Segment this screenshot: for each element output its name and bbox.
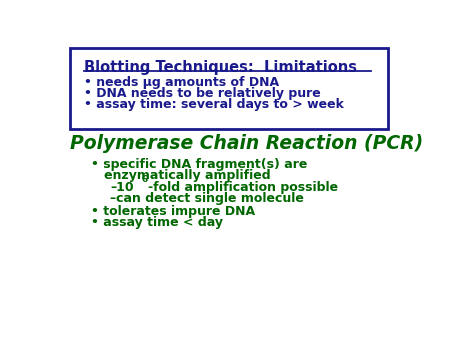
Text: Polymerase Chain Reaction (PCR): Polymerase Chain Reaction (PCR) (70, 134, 423, 153)
FancyBboxPatch shape (70, 48, 387, 129)
Text: • tolerates impure DNA: • tolerates impure DNA (91, 204, 255, 218)
Text: • assay time: several days to > week: • assay time: several days to > week (84, 98, 344, 111)
Text: –10: –10 (110, 180, 134, 194)
Text: • assay time < day: • assay time < day (91, 216, 223, 229)
Text: -fold amplification possible: -fold amplification possible (148, 180, 338, 194)
Text: Blotting Techniques:  Limitations: Blotting Techniques: Limitations (84, 60, 357, 75)
Text: 6: 6 (142, 175, 148, 184)
Text: • DNA needs to be relatively pure: • DNA needs to be relatively pure (84, 88, 321, 100)
Text: • specific DNA fragment(s) are: • specific DNA fragment(s) are (91, 158, 307, 171)
Text: • needs μg amounts of DNA: • needs μg amounts of DNA (84, 76, 279, 90)
Text: –can detect single molecule: –can detect single molecule (110, 192, 304, 205)
Text: enzymatically amplified: enzymatically amplified (91, 169, 271, 183)
